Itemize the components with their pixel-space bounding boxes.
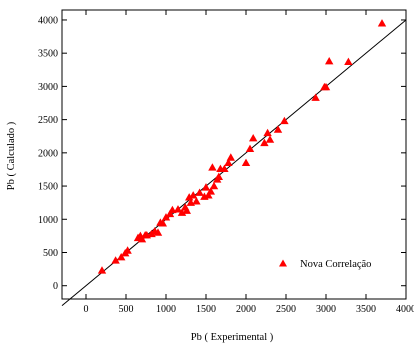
x-tick-label: 4000 xyxy=(396,304,414,315)
data-point xyxy=(260,138,269,147)
x-tick-label: 3000 xyxy=(316,304,336,315)
data-point xyxy=(185,193,194,201)
legend: Nova Correlação xyxy=(279,259,371,270)
x-tick-label: 500 xyxy=(119,304,134,315)
data-point xyxy=(265,135,275,143)
x-tick-label: 1000 xyxy=(156,304,176,315)
data-point xyxy=(263,128,272,137)
data-point xyxy=(206,187,215,195)
data-point xyxy=(195,188,204,196)
legend-label: Nova Correlação xyxy=(300,259,371,270)
y-tick-label: 4000 xyxy=(38,15,58,26)
y-tick-label: 2500 xyxy=(38,115,58,126)
data-point xyxy=(214,172,223,180)
y-axis-label: Pb ( Calculado ) xyxy=(6,121,17,190)
data-points xyxy=(97,19,387,274)
data-point xyxy=(189,191,198,199)
data-point xyxy=(377,19,387,27)
data-point xyxy=(325,56,334,65)
plot-frame xyxy=(61,9,407,300)
data-point xyxy=(208,163,217,171)
data-point xyxy=(182,206,191,214)
data-point xyxy=(311,93,320,101)
y-tick-label: 2000 xyxy=(38,148,58,159)
data-point xyxy=(158,219,167,227)
y-tick-label: 1000 xyxy=(38,215,58,226)
x-tick-label: 3500 xyxy=(356,304,376,315)
data-point xyxy=(204,191,213,199)
data-point xyxy=(137,235,147,243)
data-point xyxy=(192,197,201,205)
data-point xyxy=(201,183,211,191)
x-tick-label: 1500 xyxy=(196,304,216,315)
data-point xyxy=(161,213,171,221)
x-tick-label: 2500 xyxy=(276,304,296,315)
data-point xyxy=(173,205,183,213)
data-point xyxy=(111,256,120,264)
legend-marker xyxy=(279,259,287,267)
data-point xyxy=(117,252,126,261)
data-point xyxy=(165,209,175,218)
x-tick-label: 2000 xyxy=(236,304,256,315)
data-point xyxy=(220,164,229,172)
data-point xyxy=(321,82,331,91)
data-point xyxy=(224,158,233,167)
data-point xyxy=(123,246,132,254)
data-point xyxy=(209,181,219,190)
data-point xyxy=(97,266,107,274)
data-point xyxy=(249,134,258,142)
x-axis-label: Pb ( Experimental ) xyxy=(191,332,274,343)
y-tick-label: 3000 xyxy=(38,82,58,93)
y-tick-label: 0 xyxy=(53,281,58,292)
data-point xyxy=(241,158,251,167)
data-point xyxy=(280,116,289,125)
data-point xyxy=(273,125,283,133)
x-axis: 0 500 1000 1500 2000 2500 3000 3500 4000 xyxy=(84,10,414,315)
y-axis: 0 500 1000 1500 2000 2500 3000 3500 4000 xyxy=(38,15,406,292)
x-tick-label: 0 xyxy=(84,304,89,315)
data-point xyxy=(153,228,163,236)
data-point xyxy=(245,144,255,153)
data-point xyxy=(226,153,235,161)
y-tick-label: 1500 xyxy=(38,182,58,193)
data-point xyxy=(177,208,187,216)
y-tick-label: 500 xyxy=(43,248,58,259)
y-tick-label: 3500 xyxy=(38,49,58,60)
data-point xyxy=(344,57,353,66)
